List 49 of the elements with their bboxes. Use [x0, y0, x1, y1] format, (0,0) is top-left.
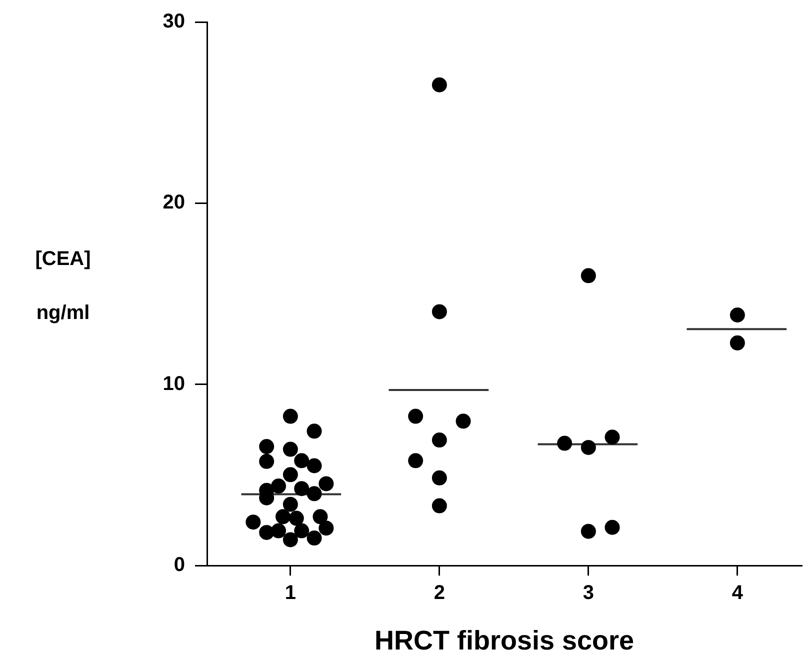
point: [294, 481, 310, 496]
point: [312, 509, 328, 524]
x-axis-title: HRCT fibrosis score: [374, 625, 634, 656]
point: [259, 439, 274, 454]
point: [259, 454, 274, 469]
point: [730, 308, 745, 322]
point: [271, 523, 286, 538]
y-tick-label: 20: [162, 192, 185, 214]
point: [557, 436, 572, 451]
point: [432, 304, 447, 320]
x-tick-label: 4: [732, 582, 744, 604]
x-tick-label: 3: [582, 582, 594, 604]
point: [318, 476, 334, 492]
point: [294, 523, 310, 538]
point: [271, 478, 286, 494]
point: [246, 514, 261, 530]
point: [432, 470, 447, 486]
point: [306, 530, 322, 546]
point: [456, 414, 471, 429]
point: [580, 440, 596, 455]
point: [294, 453, 310, 468]
x-tick-label: 1: [284, 582, 296, 604]
point: [282, 467, 298, 482]
point: [282, 442, 298, 457]
point: [306, 458, 322, 474]
point: [318, 520, 334, 536]
text: [CEA] ng/ml: [35, 248, 91, 324]
point: [282, 408, 298, 424]
point: [604, 520, 620, 535]
point: [282, 496, 298, 512]
point: [282, 532, 298, 548]
point: [604, 430, 620, 445]
point: [306, 424, 322, 439]
point: [259, 524, 274, 540]
x-tick-label: 2: [434, 582, 445, 604]
point: [288, 510, 304, 526]
point: [580, 268, 596, 284]
point: [275, 509, 290, 524]
point: [306, 486, 322, 502]
point: [432, 498, 447, 514]
point: [408, 408, 424, 424]
y-tick-label: 10: [162, 372, 185, 395]
point: [432, 77, 447, 92]
point: [580, 524, 596, 539]
point: [730, 335, 745, 350]
point: [432, 432, 447, 448]
point: [408, 453, 424, 468]
y-tick-label: 0: [174, 554, 185, 576]
y-tick-label: 30: [162, 10, 185, 33]
